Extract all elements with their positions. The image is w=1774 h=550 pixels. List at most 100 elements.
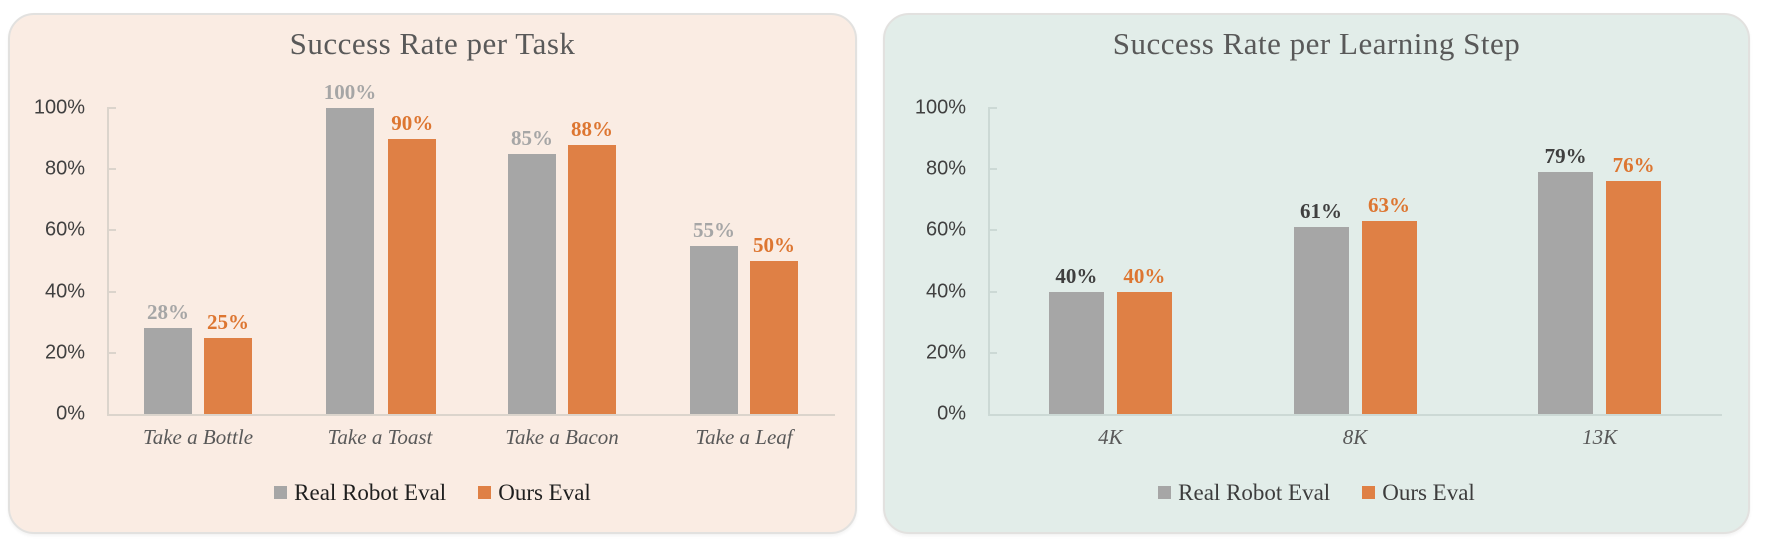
bar-group: 55% 50% xyxy=(653,108,835,414)
bar-value-label: 25% xyxy=(207,309,249,334)
x-axis-baseline xyxy=(107,414,835,416)
legend: Real Robot Eval Ours Eval xyxy=(885,481,1748,504)
bar-column: 50% xyxy=(750,108,798,414)
bar-group: 28% 25% xyxy=(107,108,289,414)
y-tick-label: 20% xyxy=(44,341,85,364)
bar-value-label: 61% xyxy=(1300,199,1342,224)
y-tick-label: 100% xyxy=(914,96,966,119)
chart-title: Success Rate per Task xyxy=(289,26,576,61)
bar-value-label: 88% xyxy=(571,116,613,141)
y-axis-line xyxy=(988,108,990,414)
bar-column: 28% xyxy=(144,108,192,414)
y-tick xyxy=(107,290,116,293)
plot-area: 100% 80% 60% 40% 20% 0% 28% 25% 100% 90% 85% 88% 55%… xyxy=(34,82,835,425)
bar-column: 63% xyxy=(1361,108,1417,414)
bar-column: 79% xyxy=(1538,108,1594,414)
legend-label: Real Robot Eval xyxy=(294,480,447,505)
bar-group: 79% 76% xyxy=(1477,108,1722,414)
bar xyxy=(204,337,252,414)
chart-card-success-rate-per-task: Success Rate per Task 100% 80% 60% 40% 20% 0%… xyxy=(8,13,857,534)
bar-value-label: 90% xyxy=(391,110,434,135)
y-tick-label: 80% xyxy=(44,157,85,180)
bar-value-label: 55% xyxy=(693,217,735,242)
bar-group: 61% 63% xyxy=(1233,108,1478,414)
bar xyxy=(326,108,374,414)
bar xyxy=(508,153,556,414)
y-tick xyxy=(107,107,116,109)
bar-column: 40% xyxy=(1048,108,1104,414)
bar xyxy=(388,138,437,414)
x-axis-baseline xyxy=(988,414,1722,416)
y-tick xyxy=(988,290,997,293)
bar-column: 61% xyxy=(1293,108,1349,414)
y-tick xyxy=(988,107,997,109)
bar-column: 85% xyxy=(508,108,556,414)
y-tick xyxy=(107,168,116,171)
y-tick-label: 80% xyxy=(925,157,966,180)
bar-value-label: 40% xyxy=(1123,263,1166,288)
legend-swatch xyxy=(274,486,288,499)
bar-value-label: 100% xyxy=(323,80,377,104)
y-tick-label: 0% xyxy=(937,402,966,425)
bar-value-label: 50% xyxy=(753,233,795,257)
category-label: Take a Bottle xyxy=(142,425,254,449)
y-tick-label: 40% xyxy=(44,280,85,303)
category-label: Take a Bacon xyxy=(505,425,619,449)
legend-swatch xyxy=(1158,486,1172,499)
plot-area: 100% 80% 60% 40% 20% 0% 40% 40% 61% 63% 79% 76% xyxy=(915,97,1722,425)
bar xyxy=(1048,291,1104,414)
bar-group: 85% 88% xyxy=(471,108,653,414)
bar-column: 76% xyxy=(1606,108,1662,414)
chart-title: Success Rate per Learning Step xyxy=(1112,26,1521,61)
bar-value-label: 40% xyxy=(1055,263,1098,288)
y-tick-label: 40% xyxy=(925,280,966,303)
category-label: Take a Toast xyxy=(327,425,433,449)
bar-value-label: 28% xyxy=(147,300,189,325)
category-label: 8K xyxy=(1342,425,1368,449)
bar xyxy=(1538,172,1594,414)
bar-column: 25% xyxy=(204,108,252,414)
bar-value-label: 63% xyxy=(1368,193,1410,218)
x-axis-labels: 4K 8K 13K xyxy=(988,425,1722,450)
bar-column: 40% xyxy=(1116,108,1172,414)
y-tick xyxy=(988,351,997,354)
bar-groups: 40% 40% 61% 63% 79% 76% xyxy=(988,108,1722,414)
legend-label: Ours Eval xyxy=(1382,480,1475,505)
legend-item: Ours Eval xyxy=(1362,481,1475,504)
category-label: Take a Leaf xyxy=(695,425,793,449)
bar-value-label: 76% xyxy=(1612,153,1655,178)
bar-column: 90% xyxy=(388,108,437,414)
legend-swatch xyxy=(478,486,492,499)
category-label: 13K xyxy=(1582,425,1618,449)
bar xyxy=(1361,221,1417,414)
y-tick-label: 100% xyxy=(33,96,85,119)
y-tick-label: 20% xyxy=(925,341,966,364)
legend-item: Real Robot Eval xyxy=(1158,481,1330,504)
y-axis-line xyxy=(107,108,109,414)
legend-label: Real Robot Eval xyxy=(1178,480,1331,505)
category-label: 4K xyxy=(1098,425,1123,449)
bar-group: 100% 90% xyxy=(289,82,471,414)
bar-column: 100% xyxy=(324,82,376,414)
x-axis-labels: Take a Bottle Take a Toast Take a Bacon Tak… xyxy=(107,425,835,450)
bar-value-label: 85% xyxy=(511,125,553,150)
bar xyxy=(144,328,192,414)
bar xyxy=(1116,291,1172,414)
bar xyxy=(568,144,616,414)
y-tick xyxy=(107,351,116,354)
y-tick-label: 0% xyxy=(56,402,85,425)
bar-column: 55% xyxy=(690,108,738,414)
bar xyxy=(1293,227,1349,414)
legend-swatch xyxy=(1362,486,1376,499)
legend-label: Ours Eval xyxy=(498,480,591,505)
legend-item: Ours Eval xyxy=(478,481,591,504)
bar xyxy=(690,245,738,414)
y-tick-label: 60% xyxy=(44,218,85,241)
y-tick xyxy=(988,229,997,232)
legend-item: Real Robot Eval xyxy=(274,481,446,504)
y-tick xyxy=(988,168,997,171)
bar xyxy=(750,261,798,414)
bar xyxy=(1606,181,1662,414)
bar-column: 88% xyxy=(568,108,616,414)
y-tick xyxy=(107,229,116,232)
